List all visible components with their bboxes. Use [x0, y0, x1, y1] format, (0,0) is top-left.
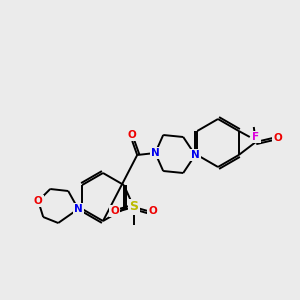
Text: O: O — [273, 133, 282, 143]
Text: O: O — [34, 196, 43, 206]
Text: O: O — [110, 206, 119, 216]
Text: N: N — [191, 150, 200, 160]
Text: O: O — [128, 130, 136, 140]
Text: N: N — [151, 148, 160, 158]
Text: S: S — [129, 200, 138, 214]
Text: N: N — [74, 204, 82, 214]
Text: F: F — [252, 132, 259, 142]
Text: O: O — [148, 206, 157, 216]
